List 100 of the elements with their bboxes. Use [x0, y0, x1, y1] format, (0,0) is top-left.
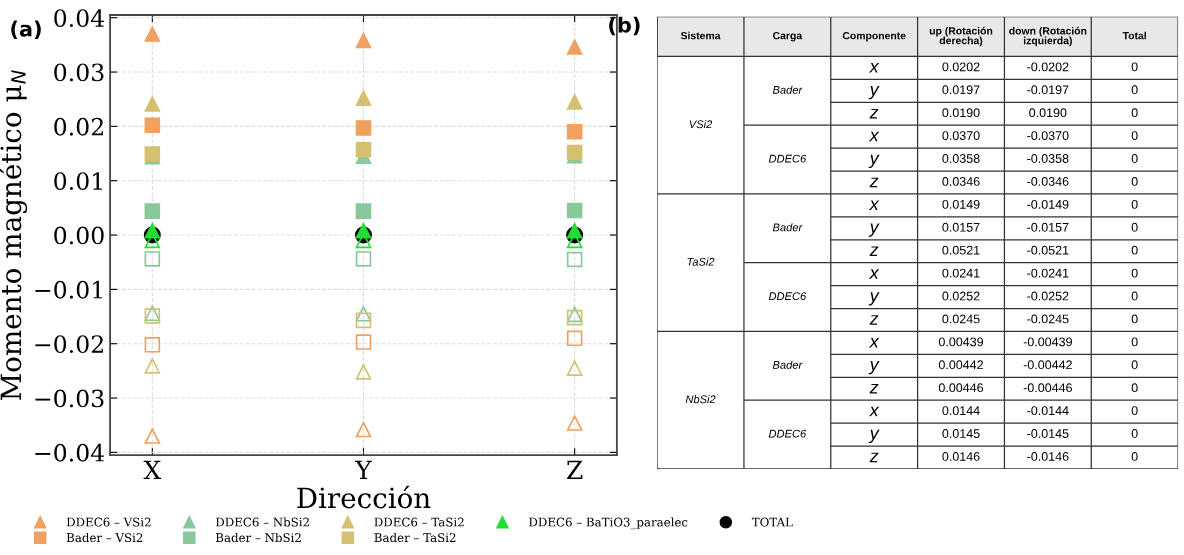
text: 0.0157 [942, 222, 980, 232]
text: 0.0197 [942, 85, 980, 95]
text: 0.0358 [942, 154, 980, 163]
text: y [868, 223, 880, 237]
category-label: down (Rotación izquierda) [1009, 26, 1087, 47]
y-tick-label: −0.02 [35, 335, 103, 354]
point [144, 117, 161, 134]
point [144, 428, 161, 444]
x-tick-label: Z [567, 460, 583, 479]
text: 0 [1131, 383, 1138, 393]
text: 0.0245 [942, 314, 980, 324]
text: z [869, 452, 879, 463]
text: 0.0145 [942, 429, 980, 438]
point [355, 120, 372, 136]
legend-label: TOTAL [751, 517, 793, 527]
text: DDEC6 [768, 429, 807, 438]
text: 0.00439 [938, 337, 984, 347]
y-tick-label: −0.03 [35, 389, 104, 408]
point [355, 90, 372, 106]
y-tick-label: 0.01 [54, 172, 102, 191]
point [355, 32, 372, 49]
text: 0 [1131, 222, 1138, 232]
category-label: Componente [842, 31, 906, 42]
text: VSi2 [689, 120, 713, 129]
point [566, 39, 583, 55]
text: Bader [772, 360, 803, 369]
point [144, 96, 161, 112]
text: 0.00442 [938, 360, 983, 370]
text: 0 [1131, 108, 1138, 118]
text: x [868, 269, 880, 279]
text: 0 [1131, 291, 1138, 301]
text: 0.0370 [942, 131, 980, 141]
text: -0.0346 [1027, 177, 1069, 186]
text: 0 [1131, 131, 1138, 141]
text: 0.0149 [942, 199, 980, 209]
text: x [868, 338, 880, 348]
text: 0 [1131, 360, 1138, 370]
text: -0.00439 [1023, 337, 1072, 347]
text: 0 [1131, 62, 1138, 72]
point [355, 251, 372, 267]
text: 0 [1131, 245, 1138, 255]
text: TaSi2 [687, 257, 715, 266]
text: 0 [1131, 406, 1138, 416]
text: x [868, 406, 880, 417]
point [566, 360, 583, 376]
point [144, 26, 161, 42]
text: 0.00446 [938, 383, 984, 393]
text: z [869, 246, 879, 256]
text: 0.0252 [942, 291, 980, 301]
point [355, 421, 372, 438]
y-tick-label: −0.01 [35, 280, 102, 299]
point [355, 306, 372, 322]
text: x [868, 63, 880, 73]
text: 0 [1131, 199, 1138, 209]
text: -0.0370 [1027, 131, 1069, 141]
text: -0.0149 [1027, 199, 1069, 209]
text: -0.0202 [1027, 62, 1069, 72]
text: -0.00442 [1023, 360, 1072, 370]
legend-label: DDEC6 – NbSi2 [215, 517, 309, 527]
text: z [869, 315, 879, 325]
point [566, 415, 583, 431]
text: -0.0146 [1027, 452, 1069, 461]
legend-label: Bader – TaSi2 [374, 532, 456, 543]
text: -0.0358 [1027, 154, 1069, 163]
y-tick-label: 0.02 [54, 117, 103, 136]
text: -0.00446 [1023, 383, 1072, 393]
text: 0 [1131, 177, 1138, 186]
x-axis-title: Dirección [297, 485, 431, 509]
text: Bader [772, 85, 803, 94]
point [566, 202, 583, 219]
text: 0.0144 [942, 406, 980, 416]
legend-label: Bader – VSi2 [66, 532, 143, 543]
text: 0.0241 [942, 268, 980, 278]
legend-label: DDEC6 – BaTiO3_paraelec [529, 517, 688, 530]
text: 0 [1131, 85, 1138, 95]
text: x [868, 131, 880, 142]
point [355, 334, 372, 350]
text: 0 [1131, 154, 1138, 163]
text: -0.0521 [1027, 245, 1069, 255]
text: z [869, 383, 879, 394]
text: 0 [1131, 452, 1138, 461]
point [144, 358, 161, 374]
x-tick-label: X [143, 460, 162, 479]
text: 0.0146 [942, 452, 980, 461]
y-tick-label: 0.03 [54, 63, 104, 82]
text: 0 [1131, 314, 1138, 324]
category-label: Carga [773, 31, 803, 42]
text: z [869, 177, 879, 188]
text: Bader [772, 223, 803, 232]
text: y [868, 292, 880, 306]
point [355, 364, 372, 380]
text: -0.0157 [1027, 222, 1069, 232]
text: 0.0190 [942, 108, 980, 118]
text: y [868, 429, 880, 444]
text: 0 [1131, 337, 1138, 347]
text: x [868, 200, 880, 211]
text: 0.0346 [942, 177, 980, 186]
point [355, 141, 372, 158]
category-label: Total [1122, 31, 1146, 40]
point [566, 330, 583, 347]
